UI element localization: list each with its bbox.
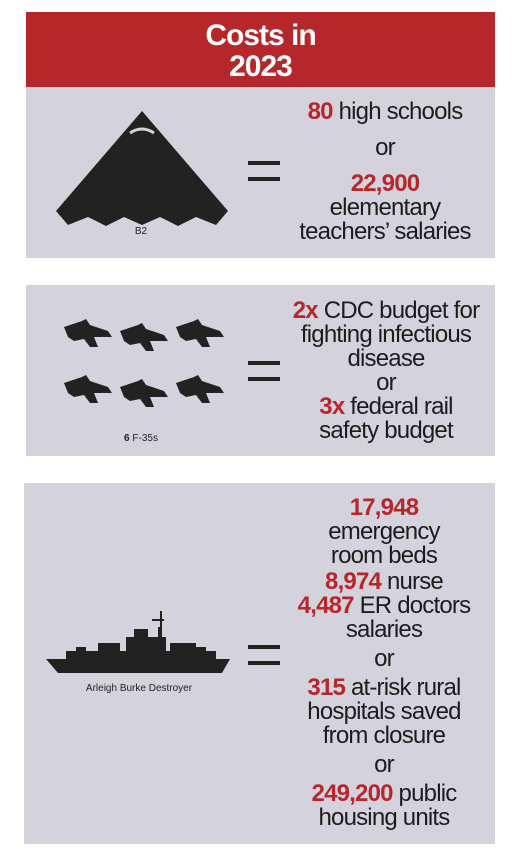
- destroyer-value: 8,974: [325, 568, 382, 595]
- destroyer-value: 4,487: [297, 592, 355, 619]
- destroyer-equivalents: 17,948 emergency room beds 8,974 nurse 4…: [286, 496, 482, 830]
- destroyer-line: room beds: [286, 544, 482, 568]
- destroyer-text: or: [374, 751, 395, 778]
- destroyer-text: or: [374, 645, 395, 672]
- equals-sign: [248, 161, 280, 181]
- f35-text: or: [376, 369, 397, 396]
- destroyer-line: or: [286, 647, 482, 671]
- b2-value: 22,900: [350, 170, 420, 197]
- destroyer-value: 249,200: [311, 780, 394, 807]
- b2-line: 22,900: [280, 172, 490, 196]
- f35-line: fighting infectious: [290, 323, 482, 347]
- stealth-bomber-icon: [56, 111, 228, 226]
- costs-header: Costs in 2023: [26, 12, 495, 87]
- b2-text: high schools: [332, 98, 464, 125]
- b2-equivalents: 80 high schools or 22,900 elementary tea…: [280, 100, 490, 244]
- header-title-line1: Costs in: [205, 19, 316, 52]
- destroyer-text: housing units: [318, 804, 450, 831]
- fighter-jet-icon: [64, 319, 224, 407]
- b2-text: elementary: [329, 194, 442, 221]
- f35-line: disease: [290, 347, 482, 371]
- f35-text: fighting infectious: [300, 321, 472, 348]
- destroyer-line: 315 at-risk rural: [286, 676, 482, 700]
- destroyer-line: 8,974 nurse: [286, 570, 482, 594]
- f35-count: 6: [124, 433, 130, 444]
- destroyer-text: nurse: [381, 568, 444, 595]
- destroyer-ship-icon: [46, 611, 230, 673]
- f35-text: disease: [347, 345, 425, 372]
- equals-sign: [248, 361, 280, 381]
- header-title-line2: 2023: [229, 50, 293, 83]
- b2-line: 80 high schools: [280, 100, 490, 124]
- destroyer-caption: Arleigh Burke Destroyer: [85, 683, 193, 694]
- destroyer-text: from closure: [322, 722, 446, 749]
- destroyer-value: 17,948: [349, 494, 419, 521]
- clipped-heading: [0, 0, 526, 6]
- destroyer-line: 249,200 public: [286, 782, 482, 806]
- b2-line: or: [280, 136, 490, 160]
- f35-text: safety budget: [319, 417, 454, 444]
- destroyer-text: hospitals saved: [307, 698, 461, 725]
- destroyer-line: salaries: [286, 618, 482, 642]
- destroyer-line: housing units: [286, 806, 482, 830]
- b2-caption: B2: [134, 226, 148, 237]
- destroyer-text: emergency: [328, 518, 440, 545]
- destroyer-text: room beds: [330, 542, 438, 569]
- f35-text: CDC budget for: [317, 297, 480, 324]
- f35-line: safety budget: [290, 419, 482, 443]
- f35-line: 3x federal rail: [290, 395, 482, 419]
- b2-line: elementary: [280, 196, 490, 220]
- f35-value: 2x: [292, 297, 319, 324]
- f35-value: 3x: [319, 393, 345, 420]
- b2-text: or: [375, 134, 396, 161]
- panel-b2: B2 80 high schools or 22,900 elementary …: [26, 87, 495, 258]
- f35-caption: 6 F-35s: [106, 433, 176, 444]
- f35-text: federal rail: [344, 393, 453, 420]
- destroyer-text: public: [392, 780, 458, 807]
- destroyer-line: emergency: [286, 520, 482, 544]
- destroyer-text: at-risk rural: [345, 674, 461, 701]
- panel-destroyer: Arleigh Burke Destroyer 17,948 emergency…: [24, 483, 495, 844]
- f35-label: F-35s: [129, 433, 158, 444]
- destroyer-value: 315: [307, 674, 346, 701]
- destroyer-text: salaries: [345, 616, 423, 643]
- destroyer-line: 4,487 ER doctors: [286, 594, 482, 618]
- destroyer-line: hospitals saved: [286, 700, 482, 724]
- panel-f35: 6 F-35s 2x CDC budget for fighting infec…: [26, 285, 495, 456]
- b2-value: 80: [307, 98, 334, 125]
- b2-text: teachers’ salaries: [299, 218, 471, 245]
- f35-line: 2x CDC budget for: [290, 299, 482, 323]
- destroyer-line: from closure: [286, 724, 482, 748]
- f35-equivalents: 2x CDC budget for fighting infectious di…: [290, 299, 482, 443]
- destroyer-text: ER doctors: [353, 592, 472, 619]
- b2-line: teachers’ salaries: [280, 220, 490, 244]
- f35-line: or: [290, 371, 482, 395]
- destroyer-line: 17,948: [286, 496, 482, 520]
- equals-sign: [248, 645, 280, 665]
- destroyer-line: or: [286, 753, 482, 777]
